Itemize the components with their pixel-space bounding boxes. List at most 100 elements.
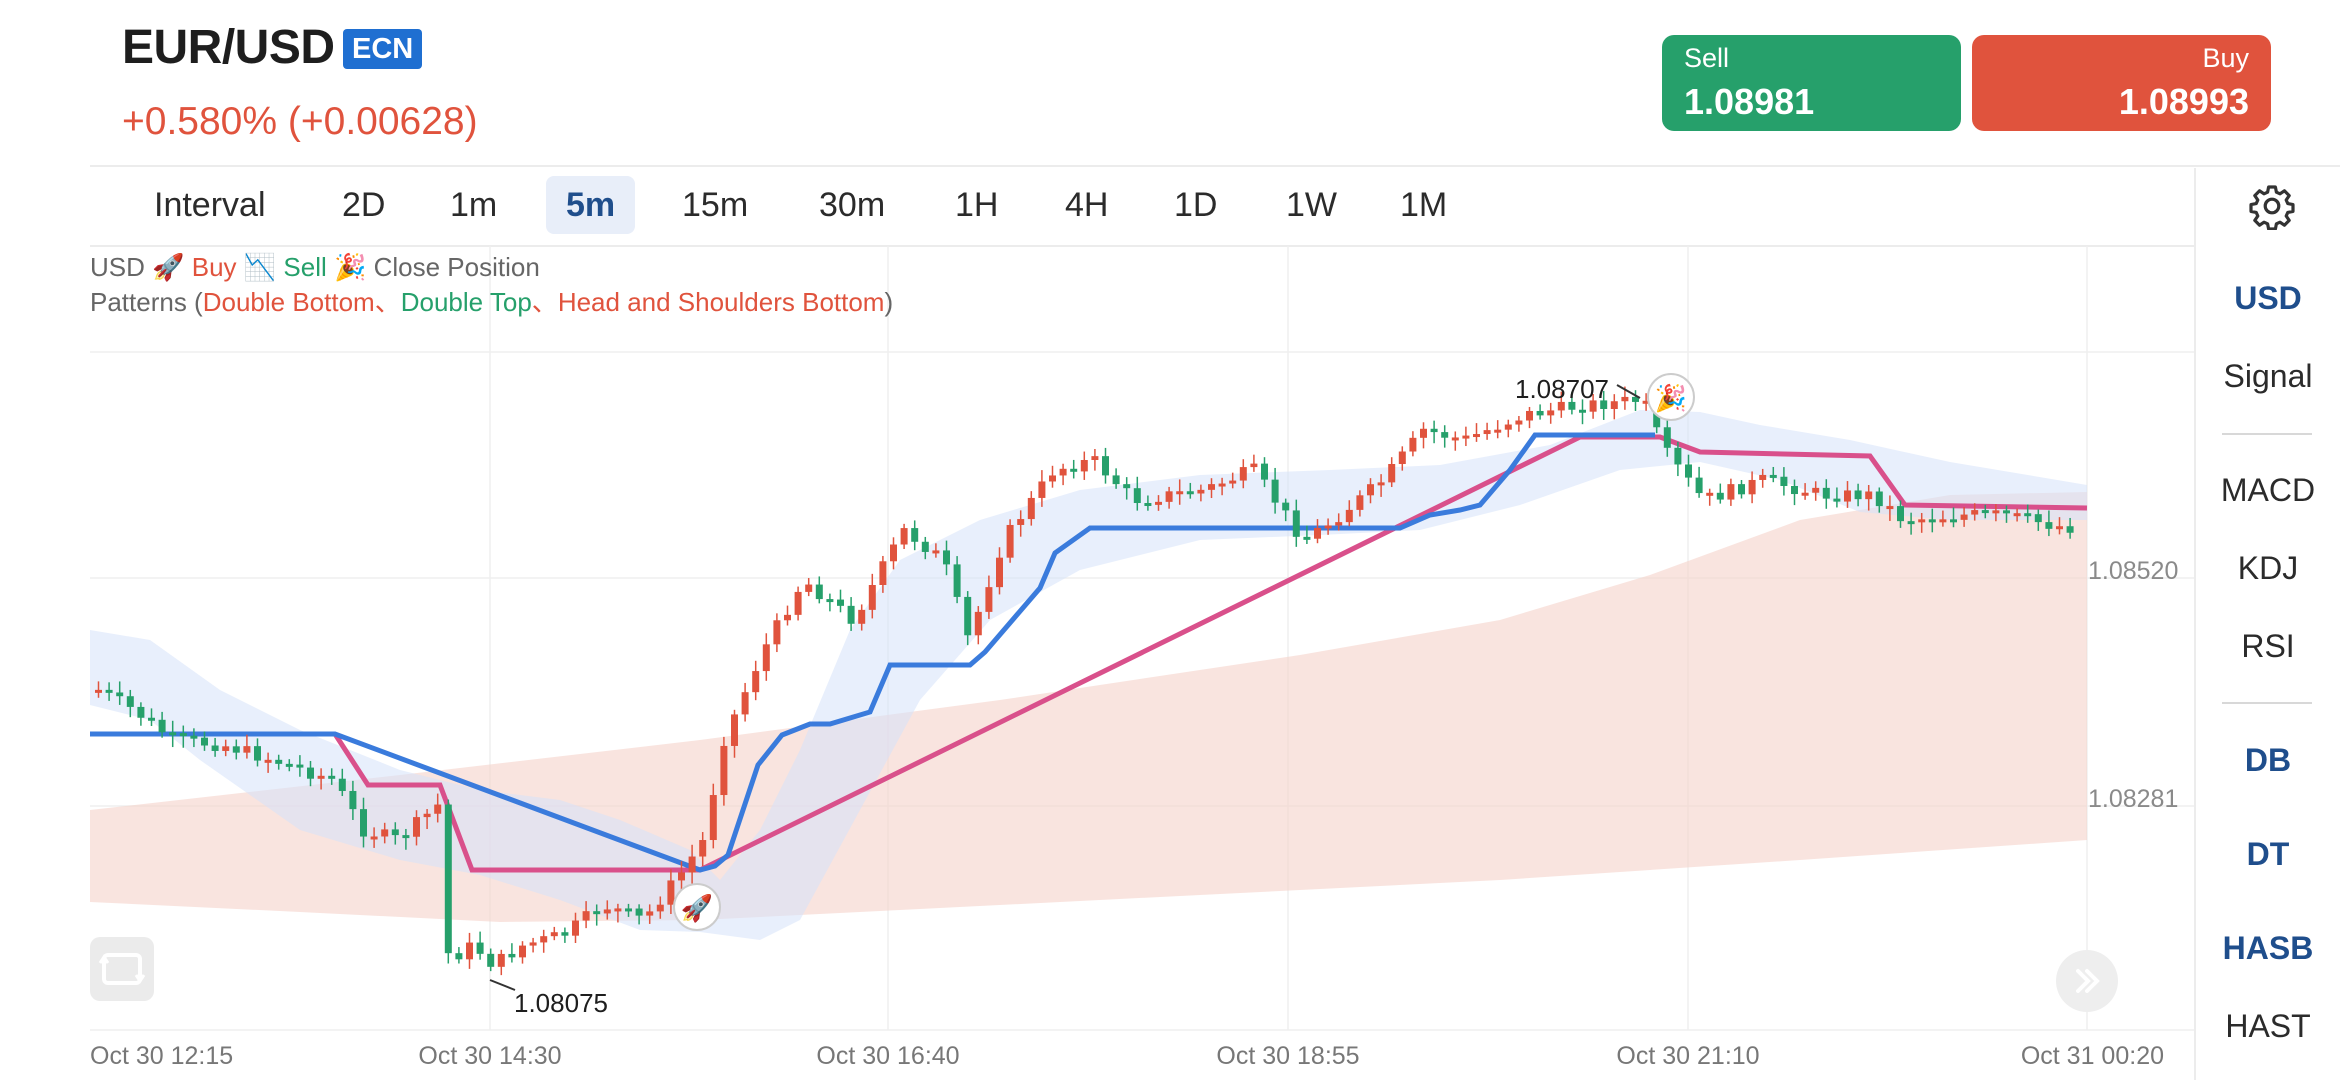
candle xyxy=(391,829,399,836)
candle xyxy=(550,932,558,937)
candle xyxy=(911,528,919,542)
sidebar-hasb[interactable]: HASB xyxy=(2222,930,2314,966)
candle xyxy=(1462,435,1470,439)
sidebar-currency[interactable]: USD xyxy=(2234,280,2302,316)
buy-label: Buy xyxy=(2202,43,2249,73)
pattern-hasb[interactable]: Head and Shoulders Bottom xyxy=(557,287,885,317)
candle xyxy=(1155,501,1162,505)
buy-button[interactable]: Buy 1.08993 xyxy=(1972,35,2271,131)
candle xyxy=(593,911,601,915)
sidebar-hast[interactable]: HAST xyxy=(2225,1008,2311,1044)
candle xyxy=(444,804,452,954)
candle xyxy=(1038,481,1046,498)
candle xyxy=(974,611,982,636)
candle xyxy=(868,584,876,610)
gear-icon[interactable] xyxy=(2248,182,2296,230)
interval-1d[interactable]: 1D xyxy=(1174,186,1218,224)
low-annotation: 1.08075 xyxy=(514,988,608,1018)
candle xyxy=(1441,432,1449,438)
close-position-marker[interactable]: 🎉 xyxy=(1647,373,1695,421)
candle xyxy=(688,856,696,873)
candle xyxy=(1875,491,1883,507)
x-tick: Oct 30 14:30 xyxy=(418,1042,561,1070)
candle xyxy=(837,599,844,606)
party-icon: 🎉 xyxy=(334,252,367,282)
price-chart[interactable]: 1.08075 1.08707 🚀 🎉 1.08520 1.08281 Oct … xyxy=(0,246,2194,1080)
candle xyxy=(1335,522,1343,526)
candle xyxy=(1515,420,1523,425)
candle xyxy=(1208,484,1215,490)
candle xyxy=(540,936,548,943)
candle xyxy=(805,584,813,592)
candle xyxy=(879,561,887,585)
candle xyxy=(1939,519,1947,523)
sidebar-db[interactable]: DB xyxy=(2244,742,2292,778)
sidebar-kdj[interactable]: KDJ xyxy=(2237,550,2299,586)
candle xyxy=(1112,475,1120,485)
x-tick: Oct 31 00:20 xyxy=(2021,1042,2164,1070)
candle xyxy=(1642,400,1650,404)
candle xyxy=(1324,525,1332,529)
candle xyxy=(232,746,240,753)
interval-5m[interactable]: 5m xyxy=(546,176,636,234)
candle xyxy=(487,953,495,967)
candle xyxy=(1833,498,1841,502)
sell-button[interactable]: Sell 1.08981 xyxy=(1662,35,1961,131)
header-divider xyxy=(90,165,2340,167)
scroll-latest-button[interactable] xyxy=(2056,950,2118,1012)
sidebar-macd[interactable]: MACD xyxy=(2220,472,2316,508)
candle xyxy=(943,550,950,565)
candle xyxy=(254,746,261,761)
candle xyxy=(1282,502,1290,511)
candle xyxy=(148,717,155,721)
interval-4h[interactable]: 4H xyxy=(1065,186,1109,224)
candle xyxy=(1748,479,1756,495)
sidebar-dt[interactable]: DT xyxy=(2246,836,2290,872)
candle xyxy=(222,746,230,751)
candle xyxy=(1886,506,1894,510)
candle xyxy=(656,904,664,912)
interval-1m[interactable]: 1m xyxy=(450,186,498,224)
sidebar-rsi[interactable]: RSI xyxy=(2241,628,2295,664)
interval-1h[interactable]: 1H xyxy=(955,186,999,224)
candle xyxy=(784,614,791,621)
candle xyxy=(996,557,1003,588)
candle xyxy=(1865,491,1873,500)
candle xyxy=(1314,528,1321,539)
pattern-db[interactable]: Double Bottom xyxy=(202,287,375,317)
candle xyxy=(1981,510,1989,514)
x-tick: Oct 30 21:10 xyxy=(1616,1042,1759,1070)
interval-15m[interactable]: 15m xyxy=(682,186,749,224)
candle xyxy=(508,953,516,958)
sidebar-divider xyxy=(2194,168,2196,1080)
candle xyxy=(1239,467,1247,481)
candle xyxy=(1070,468,1078,472)
candle xyxy=(126,696,134,707)
candle xyxy=(741,692,749,715)
candle xyxy=(572,920,579,936)
candle xyxy=(1250,463,1258,468)
interval-2d[interactable]: 2D xyxy=(342,186,386,224)
interval-1M[interactable]: 1M xyxy=(1400,186,1448,224)
pattern-sep: 、 xyxy=(531,287,558,317)
pattern-dt[interactable]: Double Top xyxy=(400,287,532,317)
candle xyxy=(105,689,113,693)
candle xyxy=(1165,491,1173,502)
interval-30m[interactable]: 30m xyxy=(819,186,886,224)
candle xyxy=(169,732,177,736)
interval-1w[interactable]: 1W xyxy=(1286,186,1337,224)
buy-marker[interactable]: 🚀 xyxy=(673,883,721,931)
candle xyxy=(1123,484,1131,489)
legend-sell: Sell xyxy=(283,252,327,282)
price-change: +0.580% (+0.00628) xyxy=(122,100,478,143)
svg-text:🎉: 🎉 xyxy=(1655,383,1687,414)
interval-label[interactable]: Interval xyxy=(154,186,266,224)
candle xyxy=(423,813,431,818)
reset-view-icon xyxy=(98,953,146,985)
sidebar-signal[interactable]: Signal xyxy=(2223,358,2313,394)
candle xyxy=(667,880,675,905)
x-tick: Oct 30 18:55 xyxy=(1216,1042,1359,1070)
candle xyxy=(466,942,473,960)
price-label-upper: 1.08520 xyxy=(2088,557,2178,585)
reset-view-button[interactable] xyxy=(90,937,154,1001)
